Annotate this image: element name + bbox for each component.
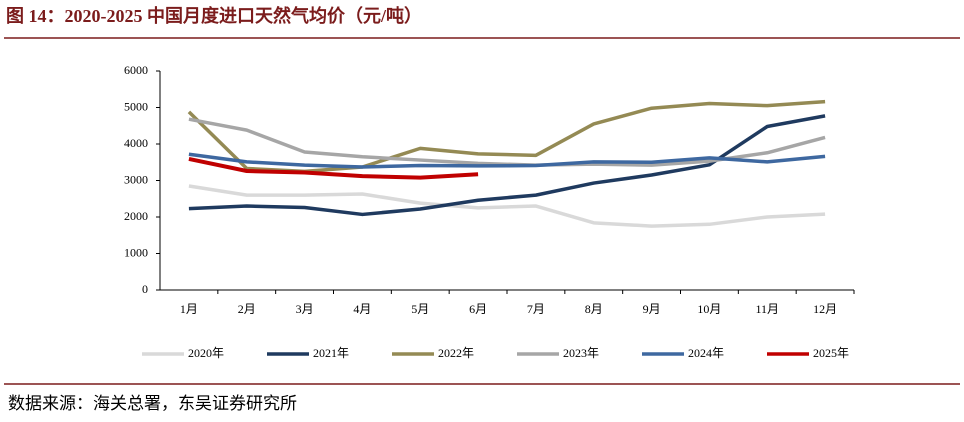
- x-tick-label: 11月: [755, 302, 779, 316]
- x-tick-label: 4月: [353, 302, 371, 316]
- y-tick-label: 4000: [124, 136, 148, 150]
- x-tick-label: 7月: [527, 302, 545, 316]
- x-tick-label: 1月: [180, 302, 198, 316]
- series-line: [188, 157, 479, 180]
- legend-label: 2025年: [813, 346, 849, 360]
- series-line: [188, 184, 826, 228]
- x-tick-label: 10月: [697, 302, 721, 316]
- legend-label: 2024年: [688, 346, 724, 360]
- legend-label: 2023年: [563, 346, 599, 360]
- legend-label: 2020年: [188, 346, 224, 360]
- y-tick-label: 6000: [124, 63, 148, 77]
- chart-title: 图 14：2020-2025 中国月度进口天然气均价（元/吨）: [6, 5, 422, 26]
- y-tick-label: 5000: [124, 99, 148, 113]
- x-tick-label: 8月: [585, 302, 603, 316]
- y-tick-label: 3000: [124, 172, 148, 186]
- x-tick-label: 12月: [813, 302, 837, 316]
- x-tick-label: 2月: [238, 302, 256, 316]
- y-tick-label: 1000: [124, 245, 148, 259]
- x-tick-label: 9月: [643, 302, 661, 316]
- x-tick-label: 6月: [469, 302, 487, 316]
- y-tick-label: 0: [142, 282, 148, 296]
- x-tick-label: 3月: [296, 302, 314, 316]
- series-line: [188, 152, 826, 169]
- source: 数据来源：海关总署，东吴证券研究所: [8, 394, 297, 413]
- x-tick-label: 5月: [411, 302, 429, 316]
- legend-label: 2021年: [313, 346, 349, 360]
- legend-label: 2022年: [438, 346, 474, 360]
- y-tick-label: 2000: [124, 209, 148, 223]
